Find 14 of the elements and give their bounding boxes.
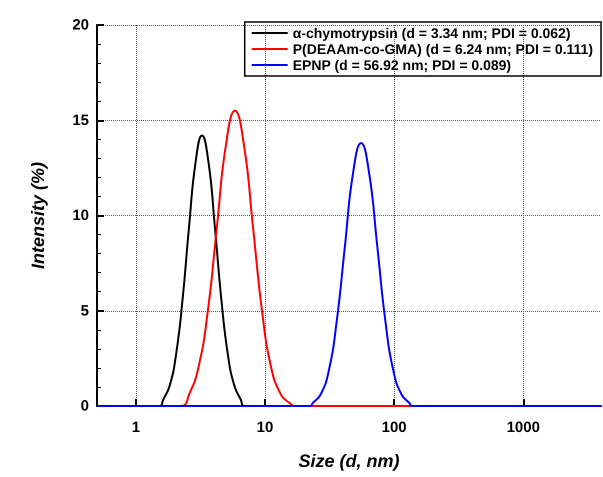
y-tick-label: 20: [72, 16, 89, 34]
x-axis-title: Size (d, nm): [298, 451, 400, 471]
legend-label: α-chymotrypsin (d = 3.34 nm; PDI = 0.062): [292, 25, 571, 41]
x-tick-label: 1: [132, 419, 140, 436]
y-tick-label: 5: [80, 302, 89, 320]
y-tick-label: 10: [72, 207, 89, 224]
x-tick-label: 100: [382, 419, 407, 436]
y-tick-label: 15: [72, 112, 89, 129]
legend-label: EPNP (d = 56.92 nm; PDI = 0.089): [292, 57, 512, 73]
legend-label: P(DEAAm-co-GMA) (d = 6.24 nm; PDI = 0.111): [292, 41, 593, 57]
y-axis-title: Intensity (%): [28, 162, 48, 270]
x-tick-label: 10: [256, 419, 274, 436]
x-tick-label: 1000: [506, 419, 540, 436]
y-tick-label: 0: [80, 398, 89, 414]
